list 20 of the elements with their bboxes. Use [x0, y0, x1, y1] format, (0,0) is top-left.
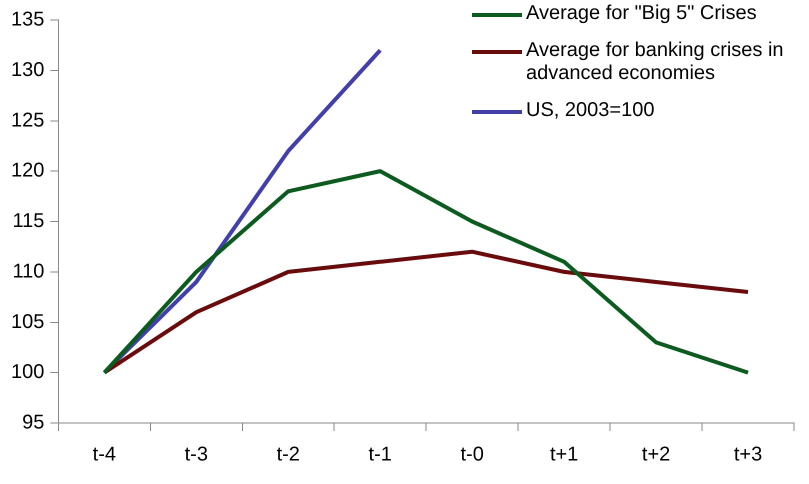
x-tick-label: t-0 [460, 444, 484, 466]
legend-label: Average for "Big 5" Crises [526, 2, 757, 25]
y-tick-label: 130 [10, 58, 44, 81]
x-tick-label: t-3 [184, 444, 208, 466]
x-tick-label: t+2 [642, 444, 670, 466]
y-tick-label: 105 [10, 310, 44, 333]
legend-label: US, 2003=100 [526, 99, 654, 122]
x-tick-label: t+1 [550, 444, 578, 466]
y-tick-label: 120 [10, 160, 44, 182]
y-tick-label: 95 [22, 412, 44, 434]
y-tick-label: 125 [10, 109, 44, 132]
y-tick-label: 115 [12, 210, 44, 232]
x-tick-label: t-2 [276, 444, 300, 466]
y-tick-label: 110 [12, 260, 44, 282]
y-tick-label: 135 [10, 8, 44, 31]
x-tick-label: t-4 [92, 444, 116, 466]
x-tick-label: t+3 [734, 444, 762, 466]
x-tick-label: t-1 [368, 444, 392, 466]
y-tick-label: 100 [10, 361, 44, 384]
legend-label: Average for banking crises in advanced economies [526, 39, 785, 85]
